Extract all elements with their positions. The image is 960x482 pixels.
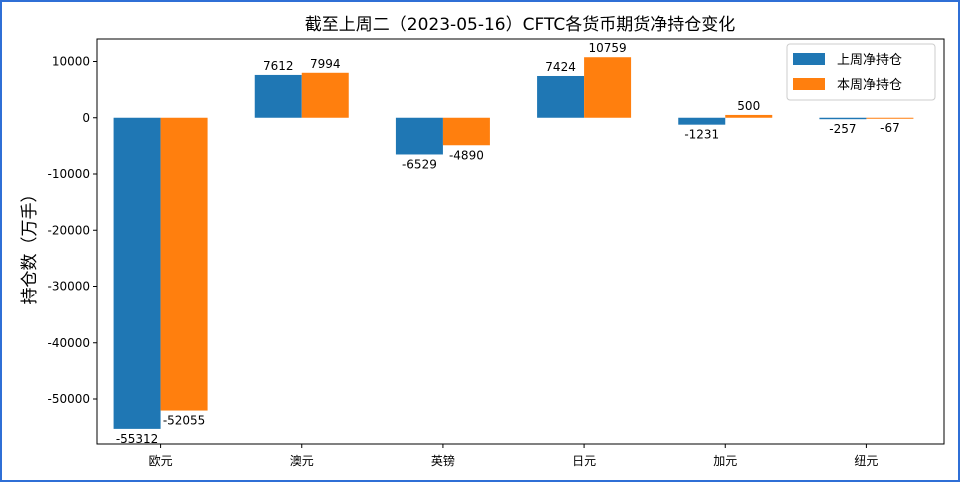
x-tick-label: 英镑	[431, 453, 455, 468]
legend-label: 上周净持仓	[837, 53, 902, 68]
y-axis-label: 持仓数（万手）	[20, 186, 40, 305]
data-label: -52055	[163, 414, 206, 428]
y-tick-label: -20000	[47, 223, 90, 237]
bar-this-week	[584, 57, 632, 118]
y-tick-label: 0	[82, 111, 90, 125]
y-tick-label: 10000	[52, 55, 90, 69]
data-label: -67	[880, 121, 900, 135]
bar-this-week	[725, 114, 773, 118]
data-label: 7994	[310, 57, 341, 71]
data-label: 10759	[588, 41, 626, 55]
x-tick-label: 纽元	[854, 454, 878, 468]
legend-swatch	[793, 53, 825, 65]
data-label: -6529	[402, 157, 437, 171]
bar-last-week	[254, 74, 302, 118]
legend-swatch	[793, 78, 825, 90]
data-label: -1231	[684, 128, 719, 142]
x-tick-label: 欧元	[149, 454, 173, 468]
data-label: 7612	[263, 59, 294, 73]
chart-title: 截至上周二（2023-05-16）CFTC各货币期货净持仓变化	[305, 15, 735, 35]
y-tick-label: -30000	[47, 280, 90, 294]
y-tick-label: -10000	[47, 167, 90, 181]
bar-this-week	[442, 117, 490, 146]
x-tick-label: 澳元	[290, 454, 314, 468]
bar-last-week	[113, 117, 161, 429]
data-label: 500	[737, 99, 760, 113]
bar-this-week	[160, 117, 208, 411]
x-tick-label: 日元	[572, 454, 596, 468]
axes-frame	[96, 38, 945, 445]
bar-last-week	[819, 117, 867, 120]
data-label: 7424	[545, 60, 576, 74]
bar-last-week	[395, 117, 443, 155]
bar-this-week	[866, 117, 914, 119]
bar-last-week	[678, 117, 726, 125]
data-label: -55312	[116, 432, 159, 446]
x-tick-label: 加元	[713, 454, 737, 468]
y-tick-label: -50000	[47, 392, 90, 406]
plot-area: -50000 -40000 -30000 -20000 -10000 0 10000 欧元 -5…	[47, 38, 945, 468]
legend-label: 本周净持仓	[837, 78, 902, 93]
data-label: -257	[829, 122, 856, 136]
y-tick-label: -40000	[47, 336, 90, 350]
data-label: -4890	[449, 148, 484, 162]
bar-last-week	[537, 75, 585, 118]
bar-this-week	[301, 72, 349, 118]
